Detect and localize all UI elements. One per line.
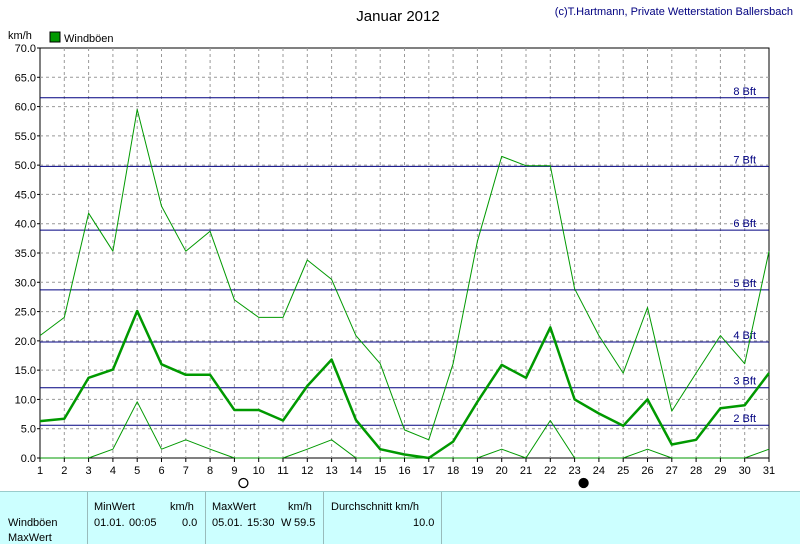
x-tick-label: 31	[763, 465, 775, 477]
y-tick-label: 0.0	[21, 453, 36, 465]
y-tick-label: 10.0	[15, 394, 36, 406]
min-date: 01.01.	[94, 517, 125, 529]
avg-header: Durchschnitt km/h	[331, 501, 420, 513]
x-tick-label: 13	[325, 465, 337, 477]
x-tick-label: 15	[374, 465, 386, 477]
y-tick-label: 20.0	[15, 336, 36, 348]
y-tick-label: 15.0	[15, 365, 36, 377]
x-tick-label: 3	[86, 465, 92, 477]
y-tick-label: 30.0	[15, 277, 36, 289]
x-tick-label: 1	[37, 465, 43, 477]
x-tick-label: 24	[593, 465, 605, 477]
beaufort-label: 6 Bft	[733, 218, 756, 230]
beaufort-label: 8 Bft	[733, 86, 756, 98]
x-tick-label: 28	[690, 465, 702, 477]
max-direction: W	[281, 517, 292, 529]
y-tick-label: 70.0	[15, 43, 36, 55]
series-line-max	[39, 109, 770, 441]
y-tick-label: 50.0	[15, 160, 36, 172]
moon-new-icon	[578, 477, 589, 489]
x-tick-label: 22	[544, 465, 556, 477]
x-tick-label: 14	[350, 465, 362, 477]
y-tick-label: 25.0	[15, 307, 36, 319]
max-time: 15:30	[247, 517, 275, 529]
stats-panel: Windböen MaxWert MinWert km/h 01.01. 00:…	[0, 491, 800, 544]
y-tick-label: 55.0	[15, 131, 36, 143]
stats-row-label-2: MaxWert	[8, 532, 52, 544]
x-tick-label: 12	[301, 465, 313, 477]
legend-label: Windböen	[64, 33, 114, 45]
avg-value: 10.0	[413, 517, 435, 529]
x-tick-label: 27	[666, 465, 678, 477]
y-tick-label: 65.0	[15, 72, 36, 84]
beaufort-lines: 2 Bft 3 Bft 4 Bft 5 Bft 6 Bft 7 Bft 8 Bft	[40, 86, 769, 426]
x-tick-label: 11	[277, 465, 288, 477]
x-tick-label: 21	[520, 465, 532, 477]
credit-text: (c)T.Hartmann, Private Wetterstation Bal…	[555, 6, 793, 18]
x-tick-label: 5	[134, 465, 140, 477]
x-tick-label: 16	[398, 465, 410, 477]
x-tick-label: 10	[253, 465, 265, 477]
y-axis-unit: km/h	[8, 30, 32, 42]
legend: Windböen	[49, 31, 114, 45]
x-tick-label: 19	[471, 465, 483, 477]
min-unit-header: km/h	[170, 501, 194, 513]
x-tick-label: 6	[158, 465, 164, 477]
moon-full-icon	[238, 477, 249, 489]
x-tick-label: 4	[110, 465, 116, 477]
max-header: MaxWert	[212, 501, 256, 513]
x-tick-label: 18	[447, 465, 459, 477]
wind-chart: Januar 2012 (c)T.Hartmann, Private Wette…	[8, 6, 793, 489]
beaufort-label: 7 Bft	[733, 154, 756, 166]
max-unit-header: km/h	[288, 501, 312, 513]
axes: 0.0 5.0 10.0 15.0 20.0 25.0 30.0 35.0 40.0 45.0 50…	[15, 43, 775, 489]
y-tick-label: 60.0	[15, 102, 36, 114]
max-value: 59.5	[294, 517, 316, 529]
stats-row-label: Windböen	[8, 517, 58, 529]
x-tick-label: 20	[496, 465, 508, 477]
x-tick-label: 8	[207, 465, 213, 477]
x-tick-label: 29	[714, 465, 726, 477]
x-tick-label: 2	[61, 465, 67, 477]
beaufort-label: 3 Bft	[733, 376, 756, 388]
y-tick-label: 5.0	[21, 424, 36, 436]
x-tick-label: 9	[231, 465, 237, 477]
beaufort-label: 2 Bft	[733, 413, 756, 425]
beaufort-label: 5 Bft	[733, 278, 756, 290]
x-tick-label: 25	[617, 465, 629, 477]
x-tick-label: 7	[183, 465, 189, 477]
x-tick-label: 26	[641, 465, 653, 477]
min-value: 0.0	[182, 517, 198, 529]
x-tick-label: 23	[568, 465, 580, 477]
y-tick-label: 45.0	[15, 189, 36, 201]
y-tick-label: 35.0	[15, 248, 36, 260]
y-tick-label: 40.0	[15, 219, 36, 231]
x-tick-label: 17	[423, 465, 435, 477]
beaufort-label: 4 Bft	[733, 330, 756, 342]
min-header: MinWert	[94, 501, 135, 513]
series-line-mean	[39, 309, 770, 460]
grid	[40, 48, 769, 458]
max-date: 05.01.	[212, 517, 243, 529]
legend-swatch	[49, 31, 61, 43]
x-tick-label: 30	[739, 465, 751, 477]
chart-title: Januar 2012	[356, 8, 439, 25]
min-time: 00:05	[129, 517, 157, 529]
